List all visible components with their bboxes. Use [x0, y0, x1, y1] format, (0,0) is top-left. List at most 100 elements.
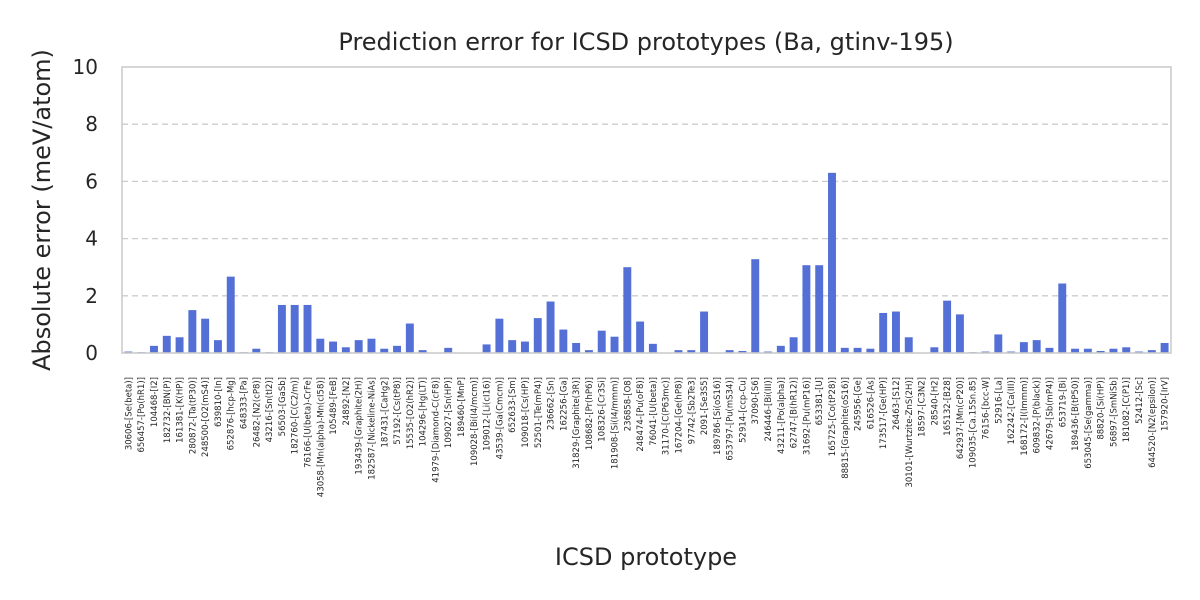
x-tick-label: 653797-[Pu(mS34)] [726, 377, 736, 461]
y-tick-label: 0 [85, 341, 98, 365]
x-tick-label: 653719-[Bi] [1058, 377, 1068, 427]
bar [290, 304, 299, 353]
x-tick-label: 26463-[S12] [892, 377, 902, 430]
chart-title: Prediction error for ICSD prototypes (Ba… [338, 28, 953, 56]
x-tick-label: 165725-[Co(tP28)] [828, 377, 838, 456]
x-tick-label: 104468-[I2] [150, 377, 160, 427]
x-tick-label: 236662-[Sn] [547, 377, 557, 430]
x-tick-label: 104296-[Hg(LT)] [419, 377, 429, 446]
bar [840, 347, 849, 353]
x-tick-label: 167204-[Ge(hP8)] [674, 377, 684, 454]
bar [1109, 348, 1118, 353]
bar [789, 337, 798, 353]
x-tick-label: 52501-[Te(mP4)] [534, 377, 544, 448]
x-tick-label: 52916-[La] [994, 377, 1004, 424]
x-tick-label: 24892-[N2] [342, 377, 352, 426]
x-tick-label: 97742-[Sb2Te3] [687, 377, 697, 444]
bar [341, 347, 350, 353]
x-tick-label: 56503-[GaSb] [278, 377, 288, 436]
x-tick-label: 52914-[ccp-Cu] [738, 377, 748, 443]
x-tick-label: 109028-[Bi(I4/mcm)] [470, 377, 480, 466]
y-tick-label: 2 [85, 284, 98, 308]
x-tick-label: 43211-[Po(alpha)] [777, 377, 787, 454]
x-tick-label: 109012-[Li(cI16)] [483, 377, 493, 451]
bar [277, 304, 286, 353]
bar [188, 310, 197, 353]
x-tick-label: 189436-[B(tP50)] [1071, 377, 1081, 451]
bar [418, 350, 427, 353]
x-tick-label: 236858-[O8] [623, 377, 633, 431]
x-tick-label: 109035-[Ca.15Sn.85] [969, 377, 979, 468]
y-tick-labels: 0 2 4 6 8 10 [73, 55, 98, 365]
x-tick-label: 26482-[N2(cP8)] [252, 377, 262, 447]
x-tick-label: 653381-[U] [815, 377, 825, 425]
bar [508, 340, 517, 353]
bar [1071, 348, 1080, 353]
bar [316, 338, 325, 353]
x-tick-label: 246446-[Bi(III)] [764, 377, 774, 442]
bar [828, 172, 836, 353]
x-tick-label: 187431-[CaHg2] [380, 377, 390, 448]
bar [776, 345, 785, 353]
bar [150, 345, 158, 353]
x-tick-label: 30606-[Se(beta)] [124, 377, 134, 450]
bar [252, 348, 261, 353]
bar [891, 311, 900, 353]
bar [738, 350, 747, 353]
x-tick-label: 648333-[Pa] [240, 377, 250, 429]
bar [904, 337, 913, 353]
x-tick-label: 31829-[Graphite(3R)] [572, 377, 582, 469]
x-tick-label: 108682-[Pr(hP6)] [585, 377, 595, 450]
x-tick-label: 28540-[H2] [930, 377, 940, 426]
bar [162, 335, 171, 353]
y-tick-label: 6 [85, 169, 98, 193]
bar [866, 348, 875, 353]
x-tick-label: 189460-[MnP] [457, 377, 467, 437]
x-tick-label: 656457-[Po(hR1)] [137, 377, 147, 453]
bar [636, 321, 645, 353]
bar [393, 345, 402, 353]
x-tick-label: 652633-[Sm] [508, 377, 518, 433]
x-tick-label: 88815-[Graphite(oS16)] [841, 377, 851, 479]
bar [1045, 347, 1054, 353]
x-tick-label: 165132-[B28] [943, 377, 953, 436]
bar [1019, 342, 1028, 353]
x-tick-label: 43216-[Sn(tI2)] [265, 377, 275, 442]
x-tick-label: 157920-[IrV] [1161, 377, 1171, 431]
x-tick-label: 162242-[Ca(III)] [1007, 377, 1017, 444]
x-tick-label: 109018-[Cs(HP)] [521, 377, 531, 448]
x-tick-label: 43058-[Mn(alpha)-Mn(cI58)] [316, 377, 326, 497]
bar [994, 334, 1003, 353]
bar [674, 350, 683, 353]
x-tick-label: 162256-[Ga] [559, 377, 569, 431]
bar [380, 348, 389, 353]
x-tick-label: 105489-[FeB] [329, 377, 339, 435]
bar [700, 311, 709, 353]
y-axis-label: Absolute error (meV/atom) [28, 49, 56, 371]
bar [405, 323, 414, 353]
x-tick-label: 642937-[Mn(cP20)] [956, 377, 966, 459]
bar [201, 318, 210, 353]
bar [943, 300, 952, 353]
bar [175, 337, 184, 353]
x-tick-label: 109027-[Sn(HP)] [444, 377, 454, 448]
bars [124, 172, 1169, 353]
x-tick-label: 168172-[I(Immm)] [1020, 377, 1030, 456]
x-tick-label: 41979-[Diamond-C(cF8)] [431, 377, 441, 483]
bar [213, 340, 222, 353]
x-tick-label: 639810-[In] [214, 377, 224, 427]
y-tick-label: 4 [85, 227, 98, 251]
x-tick-label: 653045-[Se(gamma)] [1084, 377, 1094, 469]
x-tick-label: 161381-[K(HP)] [176, 377, 186, 443]
bar [1122, 347, 1131, 353]
bar [521, 341, 529, 353]
bar [226, 276, 235, 353]
x-tick-label: 56897-[SmNiSb] [1109, 377, 1119, 447]
x-tick-label: 193439-[Graphite(2H)] [355, 377, 365, 475]
x-tick-label: 248500-[O2(mS4)] [201, 377, 211, 457]
bar [1032, 340, 1041, 353]
bar [815, 265, 824, 353]
bar [1096, 350, 1105, 353]
x-tick-label: 652876-[hcp-Mg] [227, 377, 237, 450]
bar [853, 347, 862, 353]
